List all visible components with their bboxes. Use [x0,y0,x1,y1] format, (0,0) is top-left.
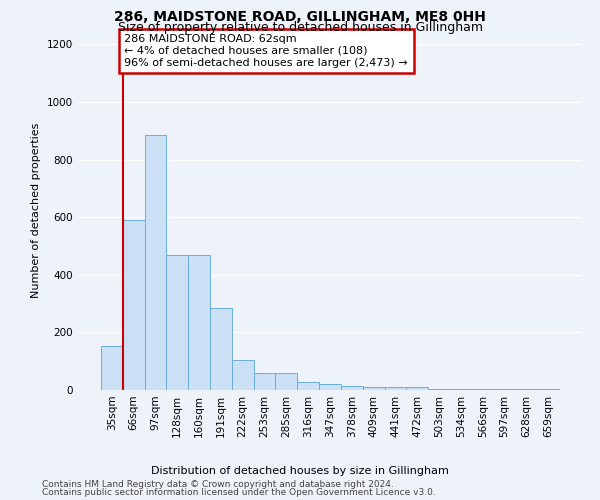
Bar [363,387,385,390]
Bar [297,382,319,390]
Bar [210,308,232,390]
Text: 286 MAIDSTONE ROAD: 62sqm
← 4% of detached houses are smaller (108)
96% of semi-: 286 MAIDSTONE ROAD: 62sqm ← 4% of detach… [124,34,408,68]
Bar [275,372,297,390]
Bar [319,384,341,390]
Bar [188,255,210,390]
Bar [101,346,123,390]
Bar [145,135,166,390]
Bar [406,387,428,390]
Bar [166,255,188,390]
Text: Contains public sector information licensed under the Open Government Licence v3: Contains public sector information licen… [42,488,436,497]
Text: 286, MAIDSTONE ROAD, GILLINGHAM, ME8 0HH: 286, MAIDSTONE ROAD, GILLINGHAM, ME8 0HH [114,10,486,24]
Text: Contains HM Land Registry data © Crown copyright and database right 2024.: Contains HM Land Registry data © Crown c… [42,480,394,489]
Bar [232,360,254,390]
Bar [385,387,406,390]
Text: Distribution of detached houses by size in Gillingham: Distribution of detached houses by size … [151,466,449,476]
Text: Size of property relative to detached houses in Gillingham: Size of property relative to detached ho… [118,22,482,35]
Bar [123,220,145,390]
Y-axis label: Number of detached properties: Number of detached properties [31,122,41,298]
Bar [341,386,363,390]
Bar [254,372,275,390]
